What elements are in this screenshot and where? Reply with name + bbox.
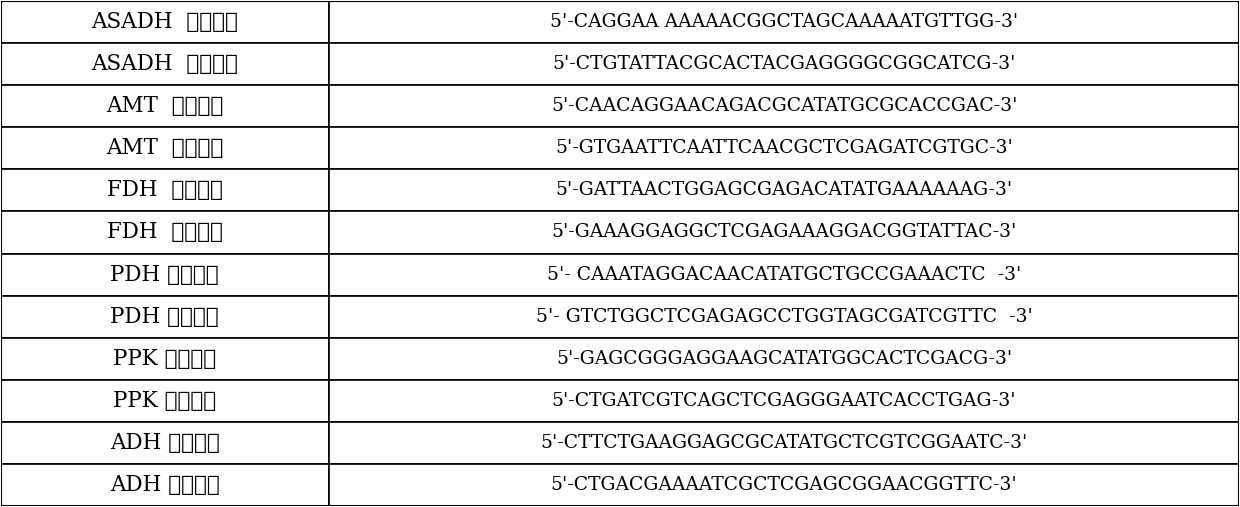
- Bar: [1, 169, 329, 211]
- Text: 5'-GAAAGGAGGCTCGAGAAAGGACGGTATTAC-3': 5'-GAAAGGAGGCTCGAGAAAGGACGGTATTAC-3': [552, 224, 1017, 241]
- Bar: [329, 422, 1239, 464]
- Text: ADH 正向引物: ADH 正向引物: [110, 432, 219, 454]
- Bar: [1, 338, 329, 380]
- Bar: [329, 127, 1239, 169]
- Bar: [1, 380, 329, 422]
- Bar: [329, 296, 1239, 338]
- Bar: [329, 380, 1239, 422]
- Bar: [329, 1, 1239, 43]
- Text: ASADH  正向引物: ASADH 正向引物: [92, 53, 238, 75]
- Text: 5'-CTTCTGAAGGAGCGCATATGCTCGTCGGAATC-3': 5'-CTTCTGAAGGAGCGCATATGCTCGTCGGAATC-3': [541, 434, 1028, 452]
- Bar: [1, 1, 329, 43]
- Text: ADH 正向引物: ADH 正向引物: [110, 474, 219, 496]
- Bar: [329, 43, 1239, 85]
- Bar: [1, 127, 329, 169]
- Bar: [329, 464, 1239, 506]
- Text: AMT  正向引物: AMT 正向引物: [107, 95, 223, 117]
- Text: 5'-CTGATCGTCAGCTCGAGGGAATCACCTGAG-3': 5'-CTGATCGTCAGCTCGAGGGAATCACCTGAG-3': [552, 392, 1017, 410]
- Bar: [1, 85, 329, 127]
- Text: 5'-GATTAACTGGAGCGAGACATATGAAAAAAG-3': 5'-GATTAACTGGAGCGAGACATATGAAAAAAG-3': [556, 182, 1013, 199]
- Text: FDH  正向引物: FDH 正向引物: [107, 179, 223, 201]
- Text: PPK 正向引物: PPK 正向引物: [113, 348, 216, 370]
- Text: AMT  正向引物: AMT 正向引物: [107, 137, 223, 159]
- Text: PDH 正向引物: PDH 正向引物: [110, 306, 219, 328]
- Bar: [1, 211, 329, 254]
- Text: 5'-GAGCGGGAGGAAGCATATGGCACTCGACG-3': 5'-GAGCGGGAGGAAGCATATGGCACTCGACG-3': [556, 350, 1012, 368]
- Text: PPK 正向引物: PPK 正向引物: [113, 390, 216, 412]
- Text: 5'-CAACAGGAACAGACGCATATGCGCACCGAC-3': 5'-CAACAGGAACAGACGCATATGCGCACCGAC-3': [551, 97, 1017, 115]
- Bar: [1, 464, 329, 506]
- Text: 5'-CTGTATTACGCACTACGAGGGGCGGCATCG-3': 5'-CTGTATTACGCACTACGAGGGGCGGCATCG-3': [553, 55, 1016, 73]
- Bar: [1, 43, 329, 85]
- Bar: [1, 296, 329, 338]
- Bar: [1, 422, 329, 464]
- Text: FDH  正向引物: FDH 正向引物: [107, 222, 223, 243]
- Text: 5'- GTCTGGCTCGAGAGCCTGGTAGCGATCGTTC  -3': 5'- GTCTGGCTCGAGAGCCTGGTAGCGATCGTTC -3': [536, 308, 1033, 325]
- Text: PDH 正向引物: PDH 正向引物: [110, 264, 219, 285]
- Bar: [329, 254, 1239, 296]
- Text: 5'-CTGACGAAAATCGCTCGAGCGGAACGGTTC-3': 5'-CTGACGAAAATCGCTCGAGCGGAACGGTTC-3': [551, 476, 1018, 494]
- Bar: [329, 338, 1239, 380]
- Bar: [329, 211, 1239, 254]
- Text: 5'-GTGAATTCAATTCAACGCTCGAGATCGTGC-3': 5'-GTGAATTCAATTCAACGCTCGAGATCGTGC-3': [556, 139, 1013, 157]
- Bar: [329, 85, 1239, 127]
- Bar: [1, 254, 329, 296]
- Text: 5'-CAGGAA AAAAACGGCTAGCAAAAATGTTGG-3': 5'-CAGGAA AAAAACGGCTAGCAAAAATGTTGG-3': [551, 13, 1018, 31]
- Text: 5'- CAAATAGGACAACATATGCTGCCGAAACTC  -3': 5'- CAAATAGGACAACATATGCTGCCGAAACTC -3': [547, 266, 1022, 283]
- Text: ASADH  正向引物: ASADH 正向引物: [92, 11, 238, 33]
- Bar: [329, 169, 1239, 211]
